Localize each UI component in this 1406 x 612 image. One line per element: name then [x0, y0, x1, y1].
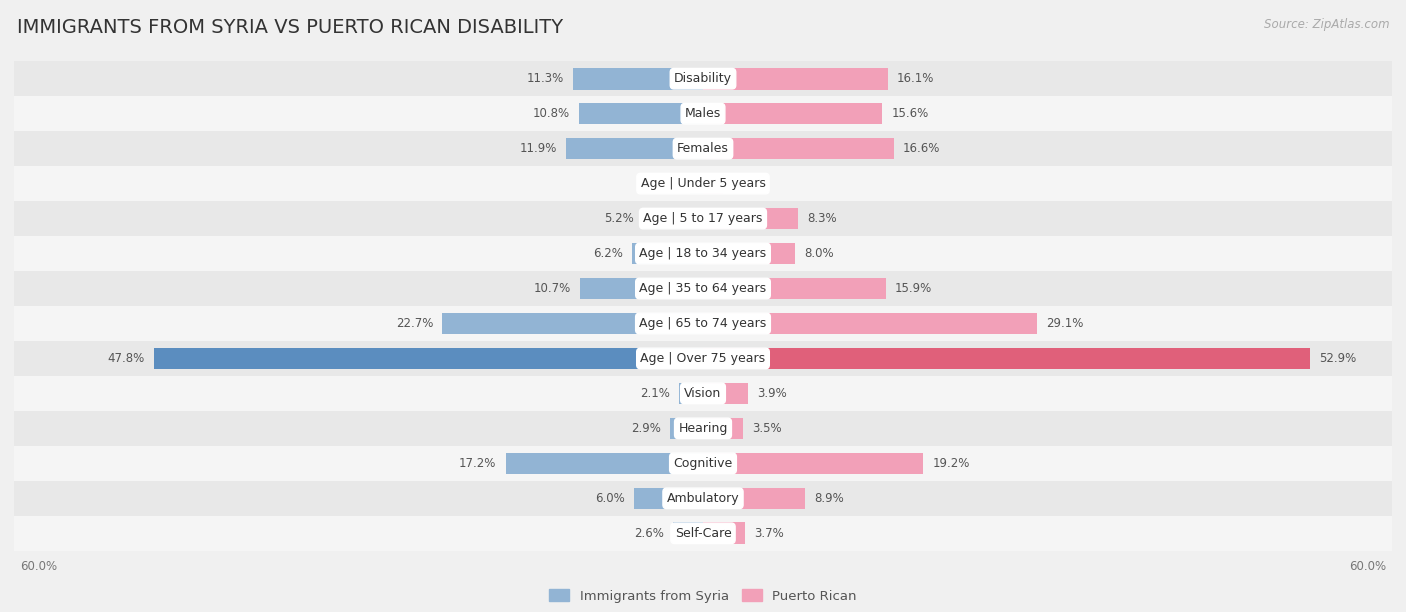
Text: IMMIGRANTS FROM SYRIA VS PUERTO RICAN DISABILITY: IMMIGRANTS FROM SYRIA VS PUERTO RICAN DI…	[17, 18, 562, 37]
Bar	[574, 68, 703, 89]
Text: 6.0%: 6.0%	[595, 492, 624, 505]
Text: 3.9%: 3.9%	[756, 387, 787, 400]
Bar	[579, 103, 703, 124]
Text: 1.1%: 1.1%	[651, 177, 681, 190]
Bar	[703, 243, 794, 264]
Bar	[14, 306, 1392, 341]
Text: Age | Over 75 years: Age | Over 75 years	[641, 352, 765, 365]
Text: 11.9%: 11.9%	[520, 142, 557, 155]
Bar	[14, 411, 1392, 446]
Bar	[631, 243, 703, 264]
Text: Age | 65 to 74 years: Age | 65 to 74 years	[640, 317, 766, 330]
Text: 5.2%: 5.2%	[605, 212, 634, 225]
Text: 19.2%: 19.2%	[932, 457, 970, 470]
Bar	[443, 313, 703, 334]
Bar	[703, 278, 886, 299]
Bar	[703, 348, 1310, 369]
Bar	[679, 382, 703, 405]
Text: 15.9%: 15.9%	[894, 282, 932, 295]
Bar	[14, 131, 1392, 166]
Text: 60.0%: 60.0%	[20, 559, 56, 573]
Text: Females: Females	[678, 142, 728, 155]
Bar	[14, 376, 1392, 411]
Bar	[634, 488, 703, 509]
Bar	[690, 173, 703, 195]
Text: 2.9%: 2.9%	[631, 422, 661, 435]
Text: Age | Under 5 years: Age | Under 5 years	[641, 177, 765, 190]
Text: 8.9%: 8.9%	[814, 492, 844, 505]
Text: 60.0%: 60.0%	[1350, 559, 1386, 573]
Bar	[14, 341, 1392, 376]
Bar	[14, 61, 1392, 96]
Text: 3.7%: 3.7%	[755, 527, 785, 540]
Text: 8.0%: 8.0%	[804, 247, 834, 260]
Text: 10.8%: 10.8%	[533, 107, 569, 120]
Text: Cognitive: Cognitive	[673, 457, 733, 470]
Text: Males: Males	[685, 107, 721, 120]
Bar	[669, 417, 703, 439]
Bar	[703, 68, 887, 89]
Bar	[581, 278, 703, 299]
Text: Age | 5 to 17 years: Age | 5 to 17 years	[644, 212, 762, 225]
Bar	[703, 417, 744, 439]
Text: 3.5%: 3.5%	[752, 422, 782, 435]
Text: 29.1%: 29.1%	[1046, 317, 1084, 330]
Bar	[703, 207, 799, 230]
Text: 1.7%: 1.7%	[731, 177, 762, 190]
Text: 8.3%: 8.3%	[807, 212, 837, 225]
Text: Ambulatory: Ambulatory	[666, 492, 740, 505]
Text: Self-Care: Self-Care	[675, 527, 731, 540]
Text: 11.3%: 11.3%	[527, 72, 564, 85]
Bar	[506, 452, 703, 474]
Bar	[14, 271, 1392, 306]
Bar	[703, 103, 882, 124]
Bar	[14, 516, 1392, 551]
Bar	[14, 236, 1392, 271]
Text: 2.1%: 2.1%	[640, 387, 669, 400]
Bar	[155, 348, 703, 369]
Bar	[703, 138, 894, 160]
Text: Age | 18 to 34 years: Age | 18 to 34 years	[640, 247, 766, 260]
Bar	[644, 207, 703, 230]
Bar	[14, 166, 1392, 201]
Bar	[14, 481, 1392, 516]
Bar	[703, 488, 806, 509]
Bar	[703, 173, 723, 195]
Bar	[14, 96, 1392, 131]
Text: 15.6%: 15.6%	[891, 107, 928, 120]
Text: Vision: Vision	[685, 387, 721, 400]
Text: Hearing: Hearing	[678, 422, 728, 435]
Bar	[703, 313, 1038, 334]
Text: 52.9%: 52.9%	[1320, 352, 1357, 365]
Text: 16.1%: 16.1%	[897, 72, 935, 85]
Text: 6.2%: 6.2%	[593, 247, 623, 260]
Bar	[703, 523, 745, 544]
Text: Disability: Disability	[673, 72, 733, 85]
Bar	[14, 201, 1392, 236]
Text: Age | 35 to 64 years: Age | 35 to 64 years	[640, 282, 766, 295]
Bar	[703, 452, 924, 474]
Text: Source: ZipAtlas.com: Source: ZipAtlas.com	[1264, 18, 1389, 31]
Text: 17.2%: 17.2%	[458, 457, 496, 470]
Text: 10.7%: 10.7%	[534, 282, 571, 295]
Text: 22.7%: 22.7%	[396, 317, 433, 330]
Text: 2.6%: 2.6%	[634, 527, 664, 540]
Bar	[673, 523, 703, 544]
Text: 47.8%: 47.8%	[108, 352, 145, 365]
Bar	[703, 382, 748, 405]
Bar	[14, 446, 1392, 481]
Bar	[567, 138, 703, 160]
Text: 16.6%: 16.6%	[903, 142, 941, 155]
Legend: Immigrants from Syria, Puerto Rican: Immigrants from Syria, Puerto Rican	[544, 584, 862, 608]
